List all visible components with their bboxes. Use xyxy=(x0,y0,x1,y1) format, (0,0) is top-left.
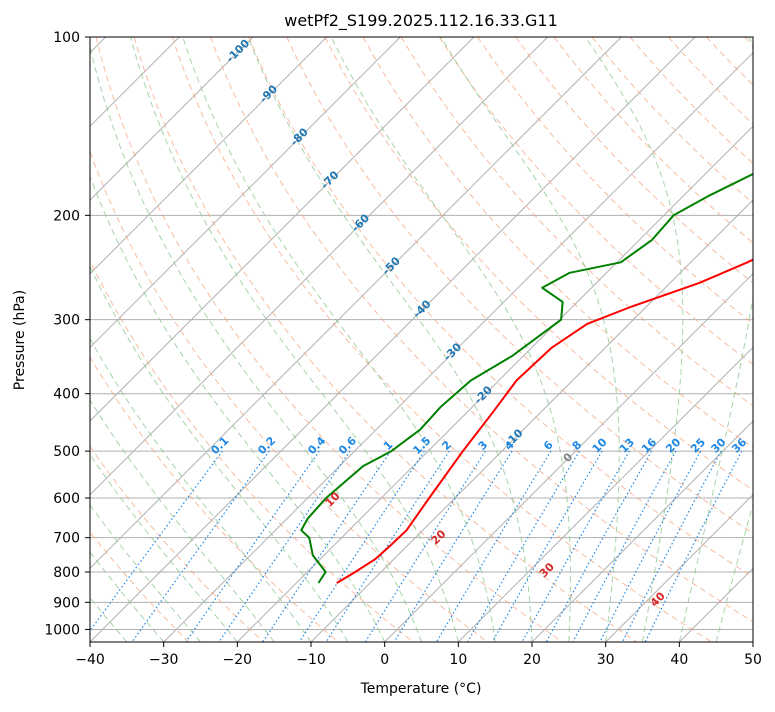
y-tick-label: 800 xyxy=(53,565,80,581)
x-tick-label: 40 xyxy=(670,652,688,668)
x-tick-label: −30 xyxy=(149,652,179,668)
y-tick-label: 100 xyxy=(53,30,80,46)
y-tick-label: 1000 xyxy=(44,622,80,638)
x-tick-label: −10 xyxy=(296,652,326,668)
y-tick-label: 300 xyxy=(53,313,80,329)
x-tick-label: 20 xyxy=(523,652,541,668)
y-tick-label: 400 xyxy=(53,387,80,403)
y-axis-title: Pressure (hPa) xyxy=(12,290,28,390)
y-tick-label: 700 xyxy=(53,531,80,547)
x-tick-label: −40 xyxy=(75,652,105,668)
x-tick-label: 10 xyxy=(449,652,467,668)
y-tick-label: 200 xyxy=(53,208,80,224)
y-tick-label: 900 xyxy=(53,595,80,611)
x-axis-title: Temperature (°C) xyxy=(360,681,482,697)
y-tick-label: 600 xyxy=(53,491,80,507)
chart-title: wetPf2_S199.2025.112.16.33.G11 xyxy=(284,11,558,31)
x-tick-label: 0 xyxy=(380,652,389,668)
y-tick-label: 500 xyxy=(53,444,80,460)
x-tick-label: −20 xyxy=(223,652,253,668)
x-tick-label: 50 xyxy=(744,652,762,668)
x-tick-label: 30 xyxy=(597,652,615,668)
